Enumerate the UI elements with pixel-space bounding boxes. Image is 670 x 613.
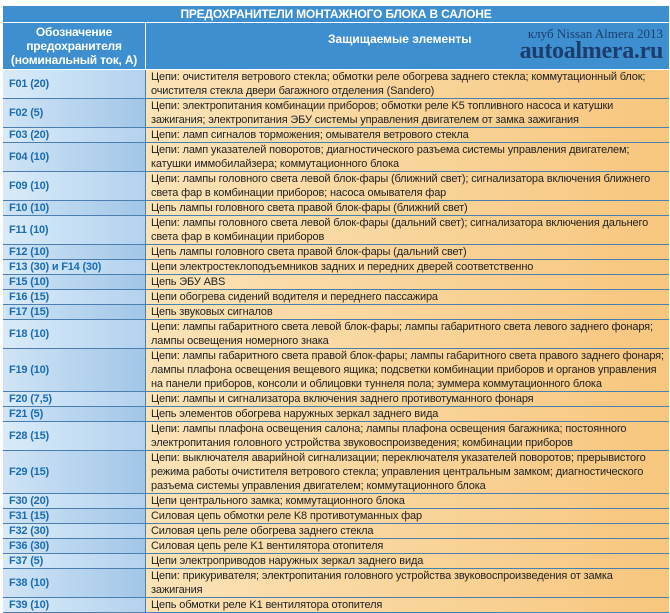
- watermark-site: autoalmera.ru: [519, 38, 664, 64]
- table-row: F21 (5) Цепь элементов обогрева наружных …: [3, 407, 669, 422]
- table-title: ПРЕДОХРАНИТЕЛИ МОНТАЖНОГО БЛОКА В САЛОНЕ: [3, 6, 669, 23]
- table-row: F30 (20) Цепи центрального замка; коммута…: [3, 494, 669, 509]
- fuse-description: Цепи: прикуривателя; электропитания голо…: [146, 569, 669, 597]
- fuse-code: F29 (15): [3, 451, 146, 493]
- fuse-code: F37 (5): [3, 554, 146, 568]
- fuse-description: Цепи: лампы и сигнализатора включения за…: [146, 392, 669, 406]
- table-row: F03 (20) Цепи: ламп сигналов торможения; …: [3, 128, 669, 143]
- fuse-description: Цепи: лампы головного света левой блок-ф…: [146, 216, 669, 244]
- table-row: F18 (10) Цепи: лампы габаритного света ле…: [3, 320, 669, 349]
- table-row: F09 (10) Цепи: лампы головного света лево…: [3, 172, 669, 201]
- fuse-code: F09 (10): [3, 172, 146, 200]
- table-row: F10 (10) Цепь лампы головного света право…: [3, 201, 669, 216]
- header-line: предохранителя: [26, 39, 122, 53]
- table-row: F12 (10) Цепь лампы головного света право…: [3, 245, 669, 260]
- fuse-description: Цепи центрального замка; коммутационного…: [146, 494, 669, 508]
- fuse-description: Цепи: лампы габаритного света правой бло…: [146, 349, 669, 391]
- table-row: F29 (15) Цепи: выключателя аварийной сигн…: [3, 451, 669, 494]
- fuse-code: F18 (10): [3, 320, 146, 348]
- table-row: F16 (15) Цепи обогрева сидений водителя и…: [3, 290, 669, 305]
- header-fuse-designation: Обозначение предохранителя (номинальный …: [3, 23, 146, 69]
- fuse-code: F15 (10): [3, 275, 146, 289]
- fuse-code: F30 (20): [3, 494, 146, 508]
- fuse-description: Цепь элементов обогрева наружных зеркал …: [146, 407, 669, 421]
- fuse-code: F04 (10): [3, 143, 146, 171]
- fuse-description: Силовая цепь реле K1 вентилятора отопите…: [146, 539, 669, 553]
- fuse-code: F19 (10): [3, 349, 146, 391]
- fuse-description: Цепь лампы головного света правой блок-ф…: [146, 201, 669, 215]
- fuse-code: F32 (30): [3, 524, 146, 538]
- fuse-code: F12 (10): [3, 245, 146, 259]
- table-row: F19 (10) Цепи: лампы габаритного света пр…: [3, 349, 669, 392]
- fuse-code: F10 (10): [3, 201, 146, 215]
- table-row: F31 (15) Силовая цепь обмотки реле K8 про…: [3, 509, 669, 524]
- table-row: F17 (15) Цепь звуковых сигналов: [3, 305, 669, 320]
- header-label: Защищаемые элементы: [328, 32, 472, 46]
- table-row: F04 (10) Цепи: ламп указателей поворотов;…: [3, 143, 669, 172]
- fuse-table: ПРЕДОХРАНИТЕЛИ МОНТАЖНОГО БЛОКА В САЛОНЕ…: [3, 6, 669, 613]
- table-row: F38 (10) Цепи: прикуривателя; электропита…: [3, 569, 669, 598]
- table-row: F01 (20) Цепи: очистителя ветрового стекл…: [3, 70, 669, 99]
- fuse-code: F20 (7,5): [3, 392, 146, 406]
- table-header: Обозначение предохранителя (номинальный …: [3, 23, 669, 70]
- fuse-description: Цепи: лампы габаритного света левой блок…: [146, 320, 669, 348]
- fuse-code: F39 (10): [3, 598, 146, 612]
- fuse-description: Цепи: электропитания комбинации приборов…: [146, 99, 669, 127]
- fuse-code: F38 (10): [3, 569, 146, 597]
- table-row: F28 (15) Цепи: лампы плафона освещения са…: [3, 422, 669, 451]
- fuse-description: Цепи: выключателя аварийной сигнализации…: [146, 451, 669, 493]
- table-body: F01 (20) Цепи: очистителя ветрового стекл…: [3, 70, 669, 613]
- fuse-description: Цепь обмотки реле K1 вентилятора отопите…: [146, 598, 669, 612]
- table-row: F13 (30) и F14 (30) Цепи электростеклопод…: [3, 260, 669, 275]
- fuse-code: F21 (5): [3, 407, 146, 421]
- fuse-code: F02 (5): [3, 99, 146, 127]
- fuse-code: F11 (10): [3, 216, 146, 244]
- table-row: F36 (30) Силовая цепь реле K1 вентилятора…: [3, 539, 669, 554]
- fuse-description: Цепи: очистителя ветрового стекла; обмот…: [146, 70, 669, 98]
- fuse-code: F28 (15): [3, 422, 146, 450]
- fuse-description: Цепи: ламп сигналов торможения; омывател…: [146, 128, 669, 142]
- fuse-description: Цепи электроприводов наружных зеркал зад…: [146, 554, 669, 568]
- fuse-description: Цепи электростеклоподъемников задних и п…: [146, 260, 669, 274]
- fuse-description: Цепи: лампы плафона освещения салона; ла…: [146, 422, 669, 450]
- table-row: F39 (10) Цепь обмотки реле K1 вентилятора…: [3, 598, 669, 613]
- fuse-description: Цепь лампы головного света правой блок-ф…: [146, 245, 669, 259]
- table-row: F11 (10) Цепи: лампы головного света лево…: [3, 216, 669, 245]
- table-row: F37 (5) Цепи электроприводов наружных зер…: [3, 554, 669, 569]
- fuse-code: F13 (30) и F14 (30): [3, 260, 146, 274]
- fuse-code: F03 (20): [3, 128, 146, 142]
- fuse-code: F36 (30): [3, 539, 146, 553]
- header-line: (номинальный ток, А): [10, 53, 138, 67]
- fuse-description: Силовая цепь реле обогрева заднего стекл…: [146, 524, 669, 538]
- header-line: Обозначение: [35, 25, 113, 39]
- table-row: F02 (5) Цепи: электропитания комбинации п…: [3, 99, 669, 128]
- fuse-description: Цепи: лампы головного света левой блок-ф…: [146, 172, 669, 200]
- fuse-code: F16 (15): [3, 290, 146, 304]
- fuse-description: Цепь звуковых сигналов: [146, 305, 669, 319]
- table-row: F32 (30) Силовая цепь реле обогрева задне…: [3, 524, 669, 539]
- watermark-club: клуб Nissan Almera 2013: [527, 26, 663, 41]
- fuse-code: F17 (15): [3, 305, 146, 319]
- fuse-description: Цепь ЭБУ ABS: [146, 275, 669, 289]
- fuse-code: F31 (15): [3, 509, 146, 523]
- fuse-description: Цепи: ламп указателей поворотов; диагнос…: [146, 143, 669, 171]
- header-protected-elements: Защищаемые элементы клуб Nissan Almera 2…: [146, 23, 669, 69]
- fuse-description: Силовая цепь обмотки реле K8 противотума…: [146, 509, 669, 523]
- fuse-code: F01 (20): [3, 70, 146, 98]
- fuse-description: Цепи обогрева сидений водителя и передне…: [146, 290, 669, 304]
- table-row: F15 (10) Цепь ЭБУ ABS: [3, 275, 669, 290]
- table-row: F20 (7,5) Цепи: лампы и сигнализатора вкл…: [3, 392, 669, 407]
